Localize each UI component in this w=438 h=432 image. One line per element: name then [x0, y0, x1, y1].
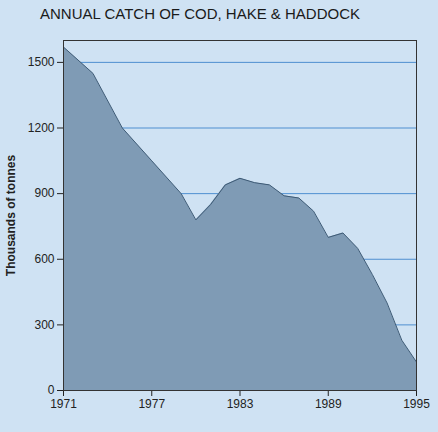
svg-text:1983: 1983 — [227, 397, 254, 411]
svg-text:300: 300 — [34, 318, 54, 332]
svg-text:1200: 1200 — [28, 121, 55, 135]
html-text:ANNUAL CATCH OF COD, HAKE & HA: ANNUAL CATCH OF COD, HAKE & HADDOCK — [40, 5, 360, 22]
svg-text:Thousands of tonnes: Thousands of tonnes — [4, 155, 18, 277]
svg-text:1989: 1989 — [315, 397, 342, 411]
svg-text:1977: 1977 — [138, 397, 165, 411]
svg-text:1500: 1500 — [28, 55, 55, 69]
svg-text:1971: 1971 — [50, 397, 77, 411]
svg-text:600: 600 — [34, 252, 54, 266]
svg-text:0: 0 — [48, 383, 55, 397]
svg-text:900: 900 — [34, 186, 54, 200]
svg-text:1995: 1995 — [403, 397, 430, 411]
